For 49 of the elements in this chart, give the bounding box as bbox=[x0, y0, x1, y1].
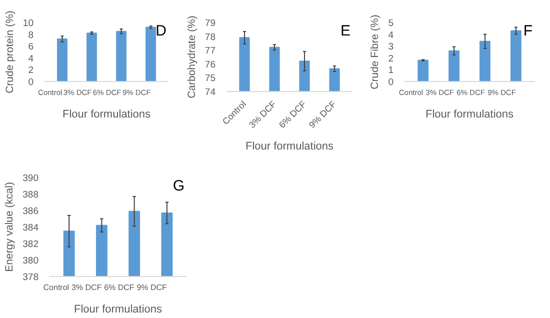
y-tick-label: 74 bbox=[204, 87, 216, 98]
x-axis-title: Flour formulations bbox=[74, 304, 163, 316]
y-axis-title: Crude Fibre (%) bbox=[369, 14, 382, 90]
y-tick-label: 380 bbox=[22, 256, 39, 266]
y-tick-label: 386 bbox=[22, 206, 39, 217]
y-tick-label: 6 bbox=[28, 42, 34, 53]
annotation: E bbox=[340, 22, 351, 40]
y-tick-label: 75 bbox=[204, 73, 216, 84]
bar bbox=[480, 40, 490, 82]
y-tick-label: 4 bbox=[28, 53, 34, 64]
y-tick-label: 76 bbox=[204, 59, 216, 70]
y-tick-label: 8 bbox=[28, 30, 34, 41]
x-tick-label: Control bbox=[43, 283, 70, 292]
y-tick-label: 4 bbox=[388, 30, 394, 41]
y-tick-label: 0 bbox=[388, 77, 394, 88]
bar bbox=[418, 60, 429, 82]
y-tick-label: 3 bbox=[388, 42, 394, 53]
y-axis-title: Crude protein (%) bbox=[4, 10, 16, 94]
y-tick-label: 10 bbox=[22, 18, 34, 29]
y-tick-label: 384 bbox=[22, 222, 39, 234]
bar bbox=[116, 30, 126, 82]
y-tick-label: 390 bbox=[22, 173, 39, 184]
annotation: F bbox=[523, 22, 533, 40]
x-tick-label: 3% DCF bbox=[71, 283, 102, 292]
bar bbox=[86, 32, 97, 82]
y-tick-label: 2 bbox=[388, 53, 394, 64]
x-tick-label: 9% DCF bbox=[136, 283, 168, 292]
bar bbox=[448, 50, 460, 82]
y-tick-label: 1 bbox=[388, 65, 394, 76]
y-tick-label: 388 bbox=[22, 190, 39, 200]
y-axis-title: Energy value (kcal) bbox=[4, 182, 16, 272]
x-axis-title: Flour formulations bbox=[425, 108, 514, 120]
y-tick-label: 5 bbox=[388, 18, 394, 29]
y-tick-label: 77 bbox=[204, 46, 216, 57]
x-tick-label: 6% DCF bbox=[104, 283, 134, 292]
annotation: G bbox=[172, 178, 185, 194]
bar bbox=[146, 26, 156, 82]
x-axis-title: Flour formulations bbox=[62, 108, 152, 120]
y-tick-label: 378 bbox=[22, 272, 39, 283]
y-tick-label: 79 bbox=[204, 18, 216, 29]
y-tick-label: 78 bbox=[204, 32, 216, 43]
annotation: D bbox=[156, 22, 167, 40]
y-tick-label: 382 bbox=[22, 239, 39, 250]
bar bbox=[56, 38, 68, 82]
y-tick-label: 2 bbox=[28, 65, 34, 76]
x-axis-title: Flour formulations bbox=[245, 140, 334, 153]
y-axis-title: Carbohydrate (%) bbox=[186, 16, 198, 98]
bar bbox=[510, 30, 522, 82]
y-tick-label: 0 bbox=[28, 77, 34, 88]
